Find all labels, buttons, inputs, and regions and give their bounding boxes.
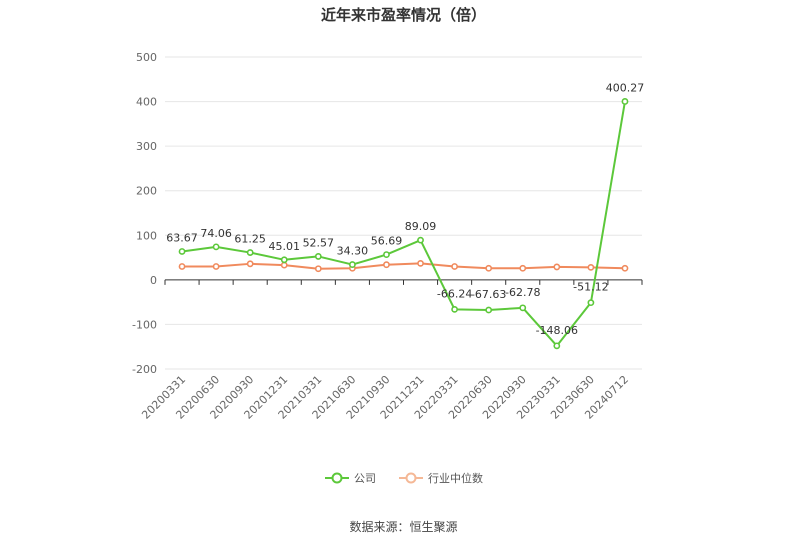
data-label: -148.06 [536,324,578,337]
data-point-industry-median [485,264,493,272]
data-label: 56.69 [371,235,403,248]
y-tick-label: 500 [136,51,157,64]
x-axis: 2020033120200630202009302020123120210331… [139,279,643,422]
data-point-industry-median [519,264,527,272]
data-point-company [485,306,493,314]
data-label: 61.25 [234,233,266,246]
y-tick-label: 0 [150,274,157,287]
data-point-industry-median [417,259,424,267]
data-point-company [314,253,322,260]
data-point-company [348,261,356,268]
data-point-industry-median [246,260,254,268]
data-point-industry-median [621,264,629,272]
data-label: 63.67 [166,231,198,244]
legend-marker-industry-median [399,472,423,484]
data-point-industry-median [587,263,595,271]
y-tick-label: -200 [132,363,157,376]
y-tick-label: 200 [136,185,157,198]
series-lines [181,101,626,347]
y-tick-label: 300 [136,140,157,153]
data-point-company [519,304,527,312]
data-points [178,98,629,350]
y-tick-label: 400 [136,96,157,109]
legend-marker-company [325,472,349,484]
data-point-company [621,98,629,105]
data-point-company [280,256,288,264]
legend-label-company: 公司 [354,472,376,485]
series-line-company [181,101,626,347]
data-label: -51.12 [573,281,608,294]
legend-item-industry-median[interactable]: 行业中位数 [398,470,483,486]
grid-lines [165,56,642,370]
y-tick-label: -100 [132,318,157,331]
data-point-company [178,248,186,255]
data-label: -66.24 [437,287,472,300]
data-label: 45.01 [269,240,301,253]
data-label: 400.27 [606,81,645,94]
series-line-industry-median [182,262,625,270]
data-point-industry-median [280,261,288,269]
data-label: -62.78 [505,286,540,299]
data-point-company [212,243,220,251]
data-point-company [553,342,561,350]
legend-label-industry-median: 行业中位数 [428,472,483,485]
data-point-industry-median [553,263,561,271]
data-point-industry-median [314,265,322,273]
data-label: -67.63 [471,288,506,301]
y-axis: 500 400 300 200 100 0 -100 -200 [132,51,157,376]
data-point-company [383,251,390,258]
data-label: 34.30 [337,245,369,258]
data-point-company [417,236,424,244]
data-point-company [587,299,595,307]
legend-item-company[interactable]: 公司 [324,470,376,486]
data-point-industry-median [212,263,220,270]
data-label: 89.09 [405,220,437,233]
y-tick-label: 100 [136,229,157,242]
source-note: 数据来源：恒生聚源 [349,520,458,534]
legend: 公司 行业中位数 [0,470,807,486]
data-label: 52.57 [303,236,335,249]
data-point-company [246,249,254,256]
data-point-industry-median [451,263,459,270]
data-point-industry-median [383,261,390,269]
data-point-industry-median [178,263,186,270]
data-point-company [451,305,459,313]
data-label: 74.06 [200,227,232,240]
chart-title: 近年来市盈率情况（倍） [320,6,486,24]
